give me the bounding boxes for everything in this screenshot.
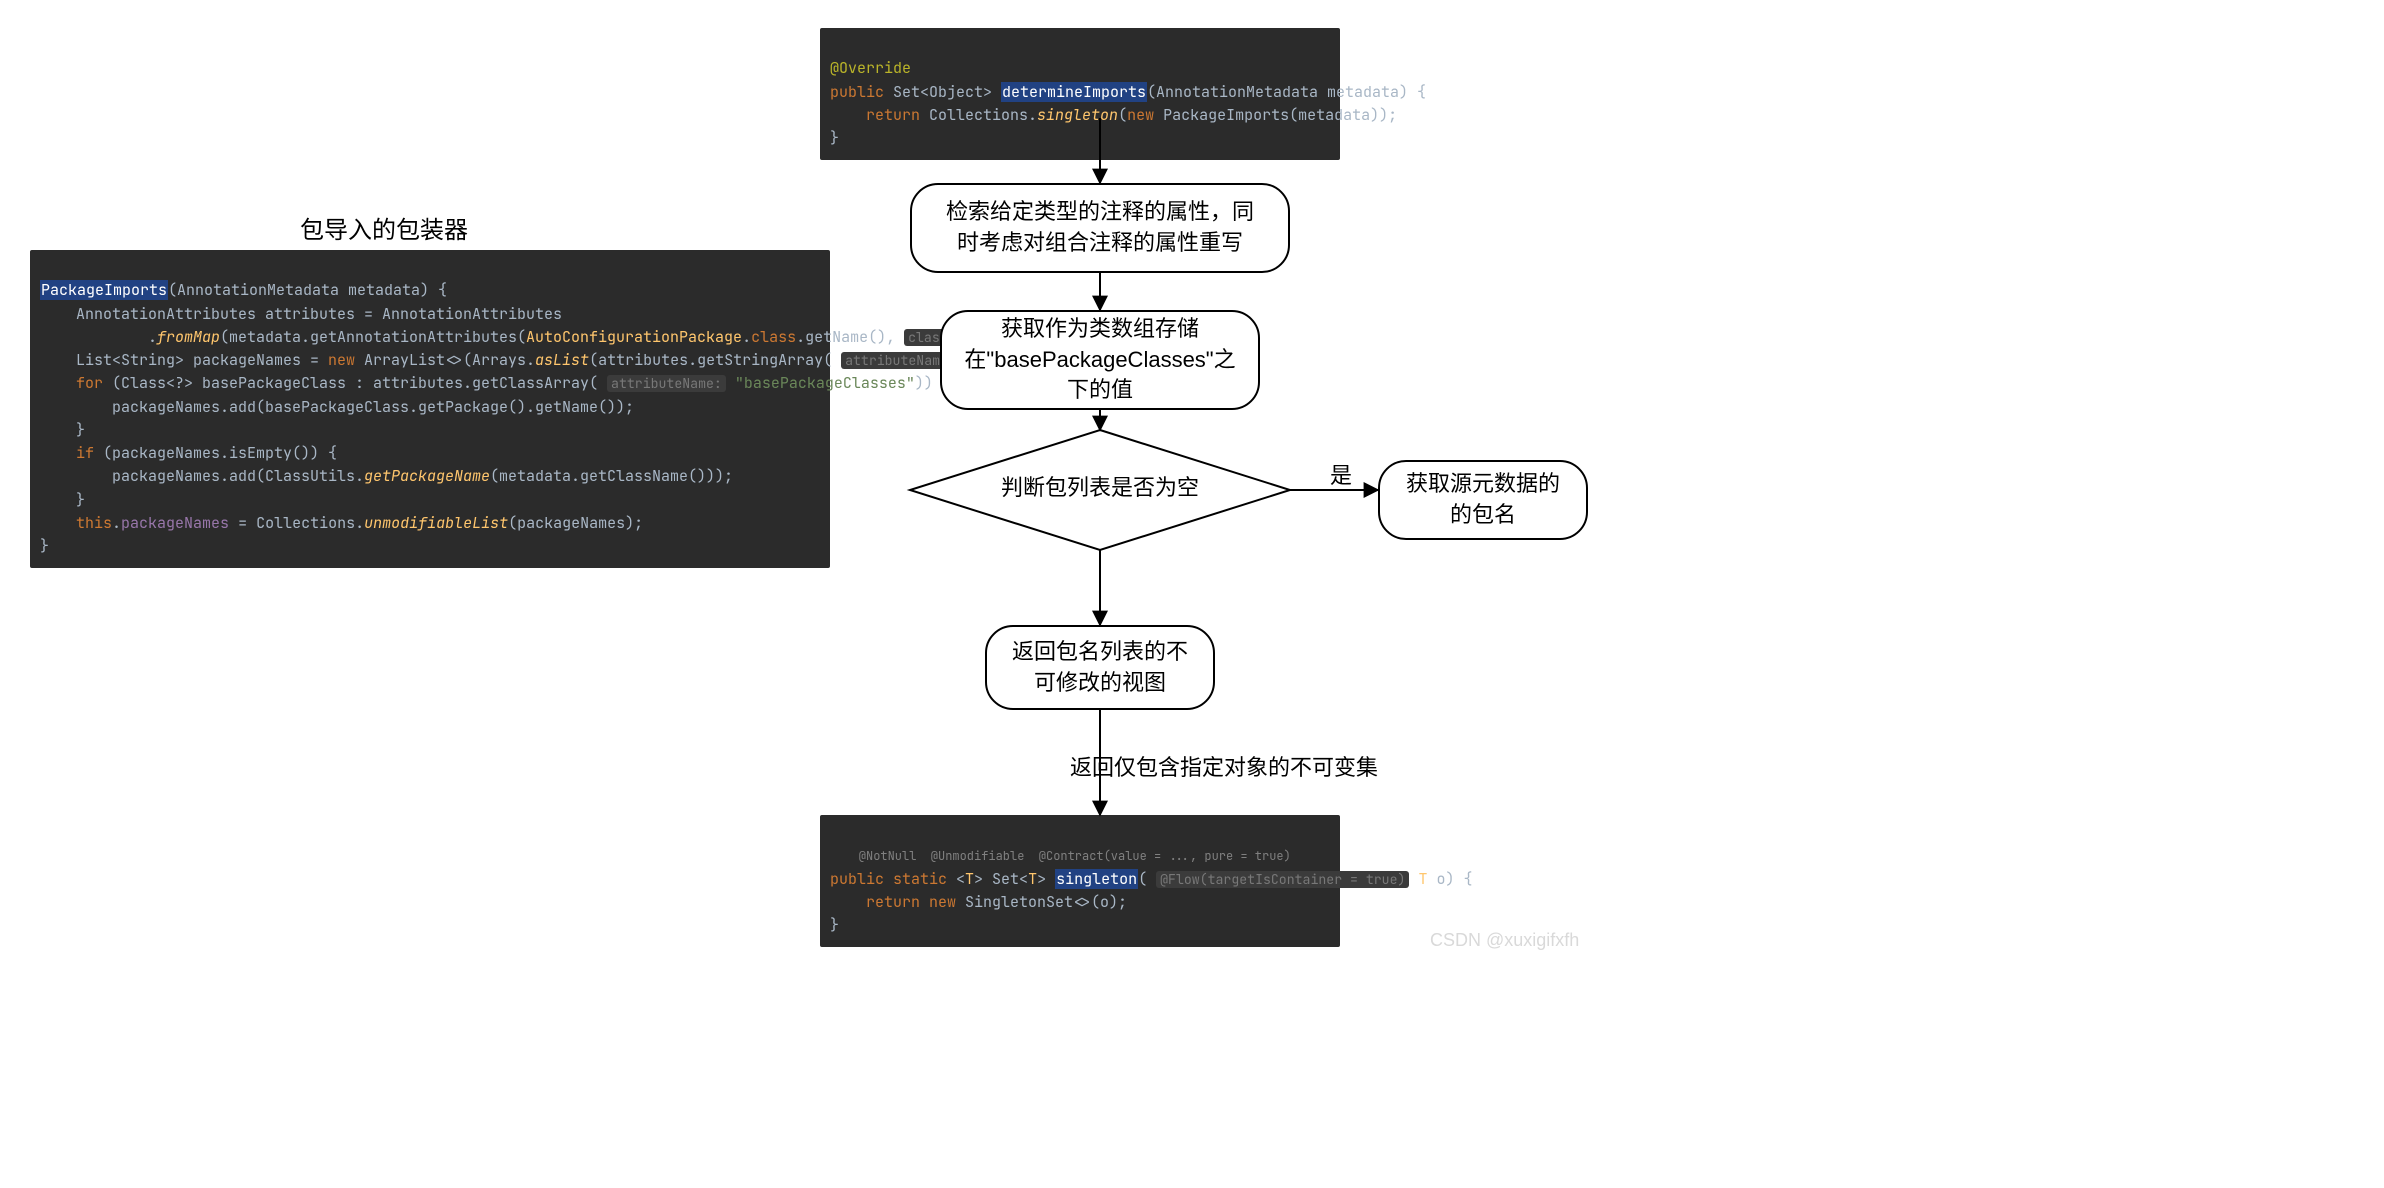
flow-node-2: 获取作为类数组存储在"basePackageClasses"之下的值 bbox=[940, 310, 1260, 410]
left-title: 包导入的包装器 bbox=[300, 210, 468, 245]
selected-text: singleton bbox=[1055, 869, 1138, 889]
edge-label-return: 返回仅包含指定对象的不可变集 bbox=[1070, 750, 1378, 782]
flow-edges bbox=[0, 0, 2384, 1188]
watermark: CSDN @xuxigifxfh bbox=[1430, 930, 1579, 951]
selected-text: determineImports bbox=[1001, 82, 1147, 102]
flow-node-4: 获取源元数据的的包名 bbox=[1378, 460, 1588, 540]
edge-label-yes: 是 bbox=[1330, 458, 1352, 490]
top-code-block: @Override public Set<Object> determineIm… bbox=[820, 28, 1340, 160]
flow-node-3: 返回包名列表的不可修改的视图 bbox=[985, 625, 1215, 710]
bottom-code-block: @NotNull @Unmodifiable @Contract(value =… bbox=[820, 815, 1340, 947]
flow-node-1: 检索给定类型的注释的属性，同时考虑对组合注释的属性重写 bbox=[910, 183, 1290, 273]
decision-text: 判断包列表是否为空 bbox=[910, 470, 1290, 502]
left-code-block: PackageImports(AnnotationMetadata metada… bbox=[30, 250, 830, 568]
selected-text: PackageImports bbox=[40, 280, 168, 300]
